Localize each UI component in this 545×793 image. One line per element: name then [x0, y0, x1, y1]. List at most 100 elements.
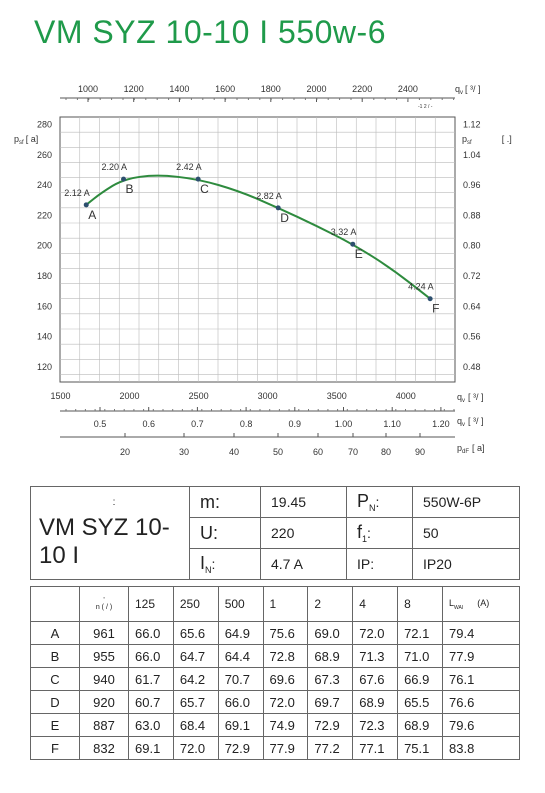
left-axis-label: psf[ a] [14, 134, 38, 146]
band-value: 69.6 [263, 668, 308, 691]
f-label-cell: f1: [347, 518, 413, 549]
bottom2-tick-label: 0.7 [191, 419, 204, 429]
top-axis-sub: v [460, 90, 463, 96]
point-current-a: 2.12 A [64, 188, 90, 198]
lwa-value: 77.9 [443, 645, 520, 668]
band-value: 75.6 [263, 622, 308, 645]
y-tick-label: 220 [37, 210, 52, 220]
band-value: 69.1 [129, 737, 174, 760]
point-cell: F [31, 737, 80, 760]
rpm-header-text: n ( / ) [80, 604, 128, 611]
operating-point-e [350, 242, 355, 247]
rpm-cell: 940 [80, 668, 129, 691]
rpm-cell: 832 [80, 737, 129, 760]
chart-axes: 1201401601802002202402602800.480.560.640… [14, 84, 512, 457]
operating-point-f [428, 296, 433, 301]
band-value: 77.9 [263, 737, 308, 760]
band-value: 72.0 [263, 691, 308, 714]
lwa-header-sub: WAI [454, 604, 463, 610]
top-tick-label: 1400 [169, 84, 189, 94]
y-tick-label: 280 [37, 120, 52, 130]
x-tick-label: 2500 [189, 391, 209, 401]
band-value: 66.0 [129, 622, 174, 645]
bottom-axis-sub: v [462, 398, 465, 404]
noise-table: ' n ( / ) 1252505001248LWAI(A) A96166.06… [30, 586, 520, 760]
spec-table: : VM SYZ 10-10 I m: 19.45 PN: 550W-6P U:… [30, 486, 520, 580]
band-value: 72.8 [263, 645, 308, 668]
x-tick-label: 2000 [120, 391, 140, 401]
lwa-value: 76.6 [443, 691, 520, 714]
right-tick-label: 0.56 [463, 332, 481, 342]
rpm-cell: 961 [80, 622, 129, 645]
band-value: 72.0 [173, 737, 218, 760]
bottom2-tick-label: 1.10 [383, 419, 401, 429]
noise-header-row: ' n ( / ) 1252505001248LWAI(A) [31, 587, 520, 622]
band-value: 66.0 [129, 645, 174, 668]
band-header: 2 [308, 587, 353, 622]
pn-label: P [357, 491, 369, 511]
x-tick-label: 1500 [50, 391, 70, 401]
band-value: 69.1 [218, 714, 263, 737]
top-tick-label: 1800 [261, 84, 281, 94]
in-colon: : [212, 556, 216, 572]
pn-value: 550W-6P [413, 487, 520, 518]
bottom-axis-unit: [ ³/ ] [468, 392, 484, 402]
band-value: 64.9 [218, 622, 263, 645]
bottom2-axis-label: qv[ ³/ ] [457, 416, 484, 428]
band-value: 72.3 [353, 714, 398, 737]
bottom2-tick-label: 0.9 [289, 419, 302, 429]
right-tick-label: 1.12 [463, 120, 481, 130]
band-value: 72.1 [398, 622, 443, 645]
band-value: 65.7 [173, 691, 218, 714]
y-tick-label: 240 [37, 180, 52, 190]
band-value: 68.4 [173, 714, 218, 737]
band-value: 64.2 [173, 668, 218, 691]
chart-points: 2.12 AA2.20 AB2.42 AC2.82 AD3.32 AE4.24 … [64, 162, 439, 316]
point-cell: A [31, 622, 80, 645]
point-current-c: 2.42 A [176, 162, 202, 172]
bottom3-tick-label: 60 [313, 447, 323, 457]
table-row: C94061.764.270.769.667.367.666.976.1 [31, 668, 520, 691]
band-value: 60.7 [129, 691, 174, 714]
bottom2-tick-label: 0.6 [142, 419, 155, 429]
point-label-c: C [200, 182, 209, 196]
bottom2-tick-label: 1.00 [335, 419, 353, 429]
band-value: 77.2 [308, 737, 353, 760]
bottom3-axis-label: pdF[ a] [457, 443, 485, 455]
top-axis-extra: -1 2 / - [418, 104, 433, 110]
left-axis-sub: sf [19, 140, 24, 146]
in-label-cell: IN: [190, 549, 261, 580]
band-header: 250 [173, 587, 218, 622]
band-value: 68.9 [398, 714, 443, 737]
m-label: m: [200, 492, 220, 512]
band-value: 71.3 [353, 645, 398, 668]
ip-label: IP: [357, 556, 374, 572]
rpm-cell: 955 [80, 645, 129, 668]
table-row: F83269.172.072.977.977.277.175.183.8 [31, 737, 520, 760]
lwa-value: 83.8 [443, 737, 520, 760]
band-header: 4 [353, 587, 398, 622]
u-label-cell: U: [190, 518, 261, 549]
x-tick-label: 4000 [396, 391, 416, 401]
band-value: 72.9 [308, 714, 353, 737]
operating-point-d [276, 205, 281, 210]
table-row: B95566.064.764.472.868.971.371.077.9 [31, 645, 520, 668]
y-tick-label: 260 [37, 150, 52, 160]
y-tick-label: 180 [37, 271, 52, 281]
band-header: 1 [263, 587, 308, 622]
rpm-cell: 887 [80, 714, 129, 737]
ip-value: IP20 [413, 549, 520, 580]
band-header: 500 [218, 587, 263, 622]
band-value: 68.9 [308, 645, 353, 668]
point-header [31, 587, 80, 622]
right-tick-label: 0.48 [463, 362, 481, 372]
point-label-e: E [355, 247, 363, 261]
point-cell: D [31, 691, 80, 714]
right-axis-label: psf[ .] [462, 134, 512, 146]
table-row: E88763.068.469.174.972.972.368.979.6 [31, 714, 520, 737]
bottom3-tick-label: 90 [415, 447, 425, 457]
point-current-f: 4.24 A [408, 282, 434, 292]
bottom3-tick-label: 30 [179, 447, 189, 457]
point-current-d: 2.82 A [256, 191, 282, 201]
band-value: 67.3 [308, 668, 353, 691]
